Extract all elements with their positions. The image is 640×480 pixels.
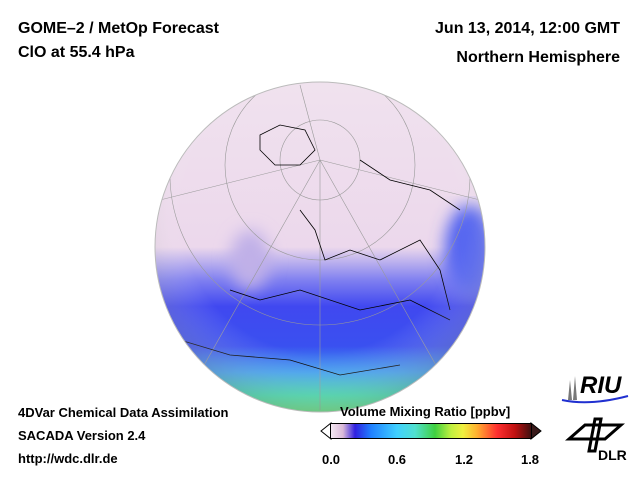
colorbar: [330, 423, 532, 439]
dlr-logo: DLR: [565, 415, 627, 465]
colorbar-arrows: [320, 422, 542, 440]
footer-method: 4DVar Chemical Data Assimilation: [18, 405, 229, 420]
product-title: GOME–2 / MetOp Forecast: [18, 20, 219, 37]
colorbar-tick: 1.2: [454, 452, 474, 467]
cathedral-icon: [561, 376, 629, 404]
colorbar-tick: 0.0: [321, 452, 341, 467]
colorbar-tick: 1.8: [520, 452, 540, 467]
colorbar-tick: 0.6: [387, 452, 407, 467]
footer-version: SACADA Version 2.4: [18, 428, 146, 443]
footer-url[interactable]: http://wdc.dlr.de: [18, 451, 118, 466]
dlr-emblem-icon: [565, 417, 625, 453]
riu-logo: RIU: [560, 372, 630, 406]
species-level: ClO at 55.4 hPa: [18, 44, 135, 61]
region-label: Northern Hemisphere: [456, 49, 620, 66]
colorbar-title: Volume Mixing Ratio [ppbv]: [340, 404, 511, 419]
date-time: Jun 13, 2014, 12:00 GMT: [435, 20, 620, 37]
